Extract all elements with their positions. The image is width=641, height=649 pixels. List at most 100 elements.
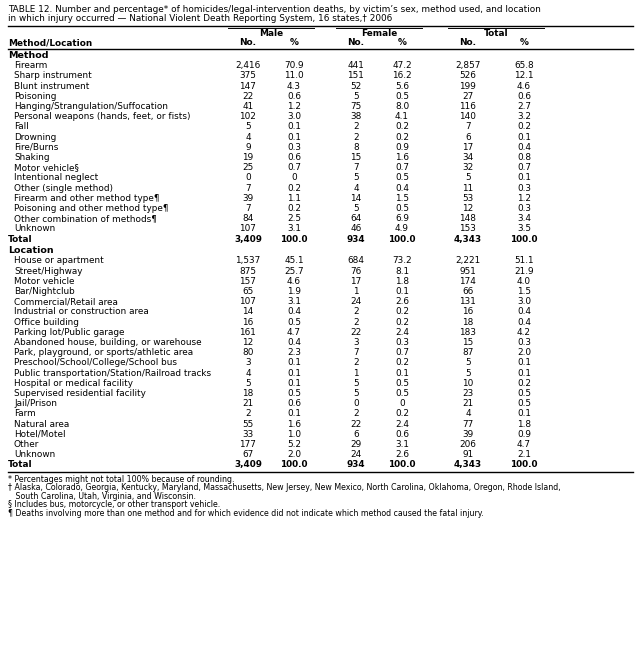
Text: 3: 3 (353, 338, 359, 347)
Text: 0.9: 0.9 (517, 430, 531, 439)
Text: 15: 15 (351, 153, 362, 162)
Text: 3.1: 3.1 (395, 440, 409, 449)
Text: Method: Method (8, 51, 49, 60)
Text: 8: 8 (353, 143, 359, 152)
Text: 100.0: 100.0 (388, 461, 416, 469)
Text: † Alaska, Colorado, Georgia, Kentucky, Maryland, Massachusetts, New Jersey, New : † Alaska, Colorado, Georgia, Kentucky, M… (8, 484, 561, 492)
Text: 80: 80 (242, 349, 254, 358)
Text: 4: 4 (465, 410, 470, 419)
Text: 18: 18 (462, 318, 474, 326)
Text: 5.6: 5.6 (395, 82, 409, 91)
Text: 100.0: 100.0 (388, 234, 416, 243)
Text: 2: 2 (353, 123, 359, 131)
Text: in which injury occurred — National Violent Death Reporting System, 16 states,† : in which injury occurred — National Viol… (8, 14, 392, 23)
Text: 55: 55 (242, 420, 254, 429)
Text: 41: 41 (242, 102, 254, 111)
Text: 1.5: 1.5 (395, 194, 409, 202)
Text: 3.4: 3.4 (517, 214, 531, 223)
Text: 934: 934 (347, 461, 365, 469)
Text: 183: 183 (460, 328, 476, 337)
Text: 0.4: 0.4 (517, 308, 531, 317)
Text: 0.6: 0.6 (395, 430, 409, 439)
Text: 0.1: 0.1 (287, 379, 301, 388)
Text: 25: 25 (242, 163, 254, 172)
Text: 4.3: 4.3 (287, 82, 301, 91)
Text: 11: 11 (462, 184, 474, 193)
Text: 4.1: 4.1 (395, 112, 409, 121)
Text: 5: 5 (353, 389, 359, 398)
Text: 22: 22 (351, 420, 362, 429)
Text: Total: Total (8, 461, 33, 469)
Text: 0.9: 0.9 (395, 143, 409, 152)
Text: 32: 32 (462, 163, 474, 172)
Text: 70.9: 70.9 (284, 61, 304, 70)
Text: 7: 7 (465, 123, 470, 131)
Text: 0.5: 0.5 (517, 389, 531, 398)
Text: 46: 46 (351, 225, 362, 234)
Text: 14: 14 (351, 194, 362, 202)
Text: Blunt instrument: Blunt instrument (14, 82, 89, 91)
Text: 3.1: 3.1 (287, 225, 301, 234)
Text: 2.0: 2.0 (517, 349, 531, 358)
Text: 10: 10 (462, 379, 474, 388)
Text: 0.7: 0.7 (517, 163, 531, 172)
Text: 0.2: 0.2 (287, 184, 301, 193)
Text: Public transportation/Station/Railroad tracks: Public transportation/Station/Railroad t… (14, 369, 211, 378)
Text: 0.4: 0.4 (517, 143, 531, 152)
Text: Park, playground, or sports/athletic area: Park, playground, or sports/athletic are… (14, 349, 193, 358)
Text: 5: 5 (353, 379, 359, 388)
Text: 151: 151 (347, 71, 365, 80)
Text: 206: 206 (460, 440, 476, 449)
Text: 53: 53 (462, 194, 474, 202)
Text: Industrial or construction area: Industrial or construction area (14, 308, 149, 317)
Text: 1.2: 1.2 (517, 194, 531, 202)
Text: 4.6: 4.6 (287, 277, 301, 286)
Text: 27: 27 (462, 92, 474, 101)
Text: 107: 107 (240, 225, 256, 234)
Text: 0.6: 0.6 (287, 92, 301, 101)
Text: 2: 2 (353, 410, 359, 419)
Text: 100.0: 100.0 (280, 234, 308, 243)
Text: 47.2: 47.2 (392, 61, 412, 70)
Text: %: % (520, 38, 528, 47)
Text: 65: 65 (242, 287, 254, 296)
Text: 5: 5 (246, 379, 251, 388)
Text: 7: 7 (353, 349, 359, 358)
Text: 5.2: 5.2 (287, 440, 301, 449)
Text: 22: 22 (351, 328, 362, 337)
Text: 2.5: 2.5 (287, 214, 301, 223)
Text: 875: 875 (240, 267, 256, 276)
Text: 0.1: 0.1 (517, 369, 531, 378)
Text: 4: 4 (246, 132, 251, 141)
Text: 5: 5 (246, 123, 251, 131)
Text: 0.5: 0.5 (395, 389, 409, 398)
Text: 1.0: 1.0 (287, 430, 301, 439)
Text: 177: 177 (240, 440, 256, 449)
Text: 4: 4 (246, 369, 251, 378)
Text: 29: 29 (351, 440, 362, 449)
Text: Total: Total (484, 29, 508, 38)
Text: 2: 2 (353, 132, 359, 141)
Text: Female: Female (361, 29, 397, 38)
Text: 5: 5 (465, 358, 470, 367)
Text: § Includes bus, motorcycle, or other transport vehicle.: § Includes bus, motorcycle, or other tra… (8, 500, 221, 509)
Text: 0.6: 0.6 (287, 153, 301, 162)
Text: Office building: Office building (14, 318, 79, 326)
Text: %: % (397, 38, 406, 47)
Text: Unknown: Unknown (14, 225, 55, 234)
Text: 0.2: 0.2 (395, 358, 409, 367)
Text: 0.3: 0.3 (517, 338, 531, 347)
Text: 0.2: 0.2 (395, 308, 409, 317)
Text: South Carolina, Utah, Virginia, and Wisconsin.: South Carolina, Utah, Virginia, and Wisc… (8, 492, 196, 500)
Text: House or apartment: House or apartment (14, 256, 104, 265)
Text: 0.5: 0.5 (395, 173, 409, 182)
Text: 0.1: 0.1 (517, 173, 531, 182)
Text: 0.1: 0.1 (287, 123, 301, 131)
Text: 0.8: 0.8 (517, 153, 531, 162)
Text: 8.0: 8.0 (395, 102, 409, 111)
Text: 15: 15 (462, 338, 474, 347)
Text: 116: 116 (460, 102, 476, 111)
Text: Commercial/Retail area: Commercial/Retail area (14, 297, 118, 306)
Text: 11.0: 11.0 (284, 71, 304, 80)
Text: 2: 2 (353, 358, 359, 367)
